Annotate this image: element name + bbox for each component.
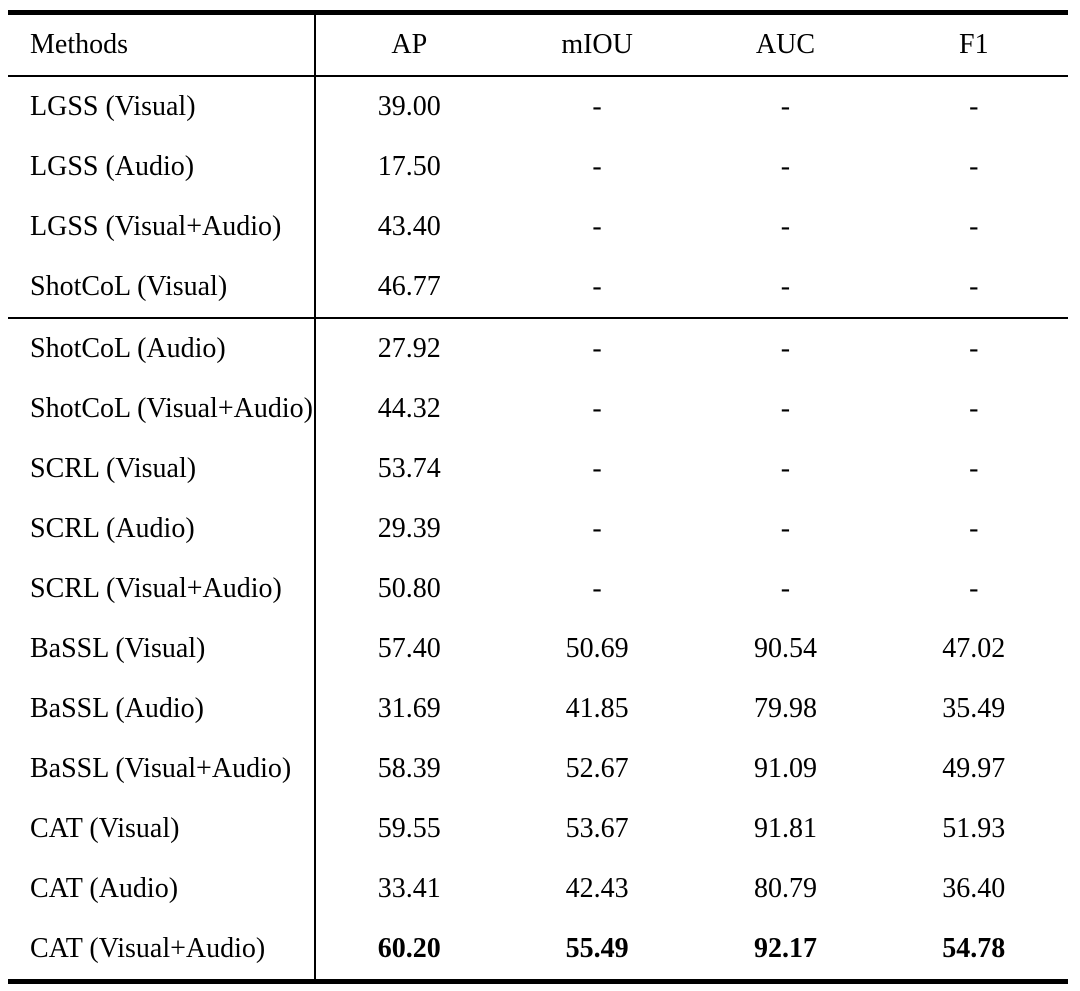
method-cell: LGSS (Audio) [8, 137, 316, 197]
table-row: CAT (Visual+Audio) 60.20 55.49 92.17 54.… [8, 919, 1068, 982]
ap-cell: 43.40 [377, 211, 441, 242]
auc-cell: - [780, 573, 791, 604]
ap-cell: 58.39 [377, 753, 441, 784]
table-row: ShotCoL (Visual) 46.77 - - - [8, 257, 1068, 318]
f1-cell: - [969, 393, 979, 424]
f1-cell: - [969, 573, 979, 604]
table-row: BaSSL (Audio) 31.69 41.85 79.98 35.49 [8, 679, 1068, 739]
miou-cell: 50.69 [565, 633, 629, 664]
miou-cell: 52.67 [565, 753, 629, 784]
miou-cell: - [592, 453, 602, 484]
table-row: LGSS (Audio) 17.50 - - - [8, 137, 1068, 197]
miou-cell: - [592, 513, 602, 544]
ap-cell: 59.55 [377, 813, 441, 844]
auc-cell: - [780, 151, 791, 182]
ap-cell: 29.39 [377, 513, 441, 544]
method-cell: SCRL (Visual+Audio) [8, 559, 316, 619]
miou-cell: - [592, 271, 602, 302]
table-row: SCRL (Visual+Audio) 50.80 - - - [8, 559, 1068, 619]
method-cell: CAT (Audio) [8, 859, 316, 919]
auc-cell: 92.17 [753, 933, 817, 964]
f1-cell: - [969, 211, 979, 242]
table-row: CAT (Audio) 33.41 42.43 80.79 36.40 [8, 859, 1068, 919]
ap-cell: 46.77 [377, 271, 441, 302]
method-cell: LGSS (Visual) [8, 76, 316, 137]
ap-cell: 57.40 [377, 633, 441, 664]
ap-cell: 31.69 [377, 693, 441, 724]
auc-cell: - [780, 271, 791, 302]
method-cell: BaSSL (Visual+Audio) [8, 739, 316, 799]
f1-cell: - [969, 513, 979, 544]
method-cell: BaSSL (Audio) [8, 679, 316, 739]
ap-cell: 33.41 [377, 873, 441, 904]
table-row: LGSS (Visual) 39.00 - - - [8, 76, 1068, 137]
table-row: BaSSL (Visual+Audio) 58.39 52.67 91.09 4… [8, 739, 1068, 799]
f1-cell: 35.49 [942, 693, 1006, 724]
table-row: SCRL (Visual) 53.74 - - - [8, 439, 1068, 499]
f1-cell: - [969, 333, 979, 364]
f1-cell: 49.97 [942, 753, 1006, 784]
miou-cell: 41.85 [565, 693, 629, 724]
auc-cell: 90.54 [753, 633, 817, 664]
auc-cell: 91.09 [753, 753, 817, 784]
miou-cell: - [592, 573, 602, 604]
ap-cell: 53.74 [377, 453, 441, 484]
f1-cell: - [969, 151, 979, 182]
column-header-miou: mIOU [561, 29, 633, 60]
method-cell: CAT (Visual) [8, 799, 316, 859]
ap-cell: 50.80 [377, 573, 441, 604]
miou-cell: - [592, 393, 602, 424]
miou-cell: - [592, 211, 602, 242]
method-cell: ShotCoL (Audio) [8, 318, 316, 379]
method-cell: CAT (Visual+Audio) [8, 919, 316, 982]
table-row: CAT (Visual) 59.55 53.67 91.81 51.93 [8, 799, 1068, 859]
method-cell: SCRL (Audio) [8, 499, 316, 559]
f1-cell: - [969, 271, 979, 302]
method-cell: BaSSL (Visual) [8, 619, 316, 679]
table-row: ShotCoL (Visual+Audio) 44.32 - - - [8, 379, 1068, 439]
results-table: Methods AP mIOU AUC F1 LGSS (Visual) 39.… [8, 10, 1068, 984]
table-row: ShotCoL (Audio) 27.92 - - - [8, 318, 1068, 379]
miou-cell: 42.43 [565, 873, 629, 904]
f1-cell: 54.78 [942, 933, 1006, 964]
auc-cell: - [780, 91, 791, 122]
auc-cell: - [780, 393, 791, 424]
auc-cell: 79.98 [753, 693, 817, 724]
ap-cell: 17.50 [377, 151, 441, 182]
f1-cell: - [969, 91, 979, 122]
method-cell: LGSS (Visual+Audio) [8, 197, 316, 257]
miou-cell: - [592, 91, 602, 122]
header-row: Methods AP mIOU AUC F1 [8, 12, 1068, 76]
ap-cell: 44.32 [377, 393, 441, 424]
ap-cell: 60.20 [377, 933, 441, 964]
method-cell: ShotCoL (Visual+Audio) [8, 379, 316, 439]
miou-cell: - [592, 151, 602, 182]
column-header-f1: F1 [959, 29, 989, 60]
f1-cell: 47.02 [942, 633, 1006, 664]
auc-cell: 80.79 [753, 873, 817, 904]
f1-cell: 36.40 [942, 873, 1006, 904]
miou-cell: 53.67 [565, 813, 629, 844]
ap-cell: 27.92 [377, 333, 441, 364]
table-row: LGSS (Visual+Audio) 43.40 - - - [8, 197, 1068, 257]
column-header-ap: AP [391, 29, 428, 60]
table-row: SCRL (Audio) 29.39 - - - [8, 499, 1068, 559]
method-cell: SCRL (Visual) [8, 439, 316, 499]
auc-cell: - [780, 333, 791, 364]
column-header-auc: AUC [755, 29, 815, 60]
table-row: BaSSL (Visual) 57.40 50.69 90.54 47.02 [8, 619, 1068, 679]
method-cell: ShotCoL (Visual) [8, 257, 316, 318]
auc-cell: - [780, 211, 791, 242]
f1-cell: 51.93 [942, 813, 1006, 844]
auc-cell: - [780, 453, 791, 484]
miou-cell: 55.49 [565, 933, 629, 964]
ap-cell: 39.00 [377, 91, 441, 122]
column-header-methods: Methods [8, 12, 316, 76]
f1-cell: - [969, 453, 979, 484]
table-body: LGSS (Visual) 39.00 - - - LGSS (Audio) 1… [8, 76, 1068, 982]
auc-cell: 91.81 [753, 813, 817, 844]
auc-cell: - [780, 513, 791, 544]
miou-cell: - [592, 333, 602, 364]
